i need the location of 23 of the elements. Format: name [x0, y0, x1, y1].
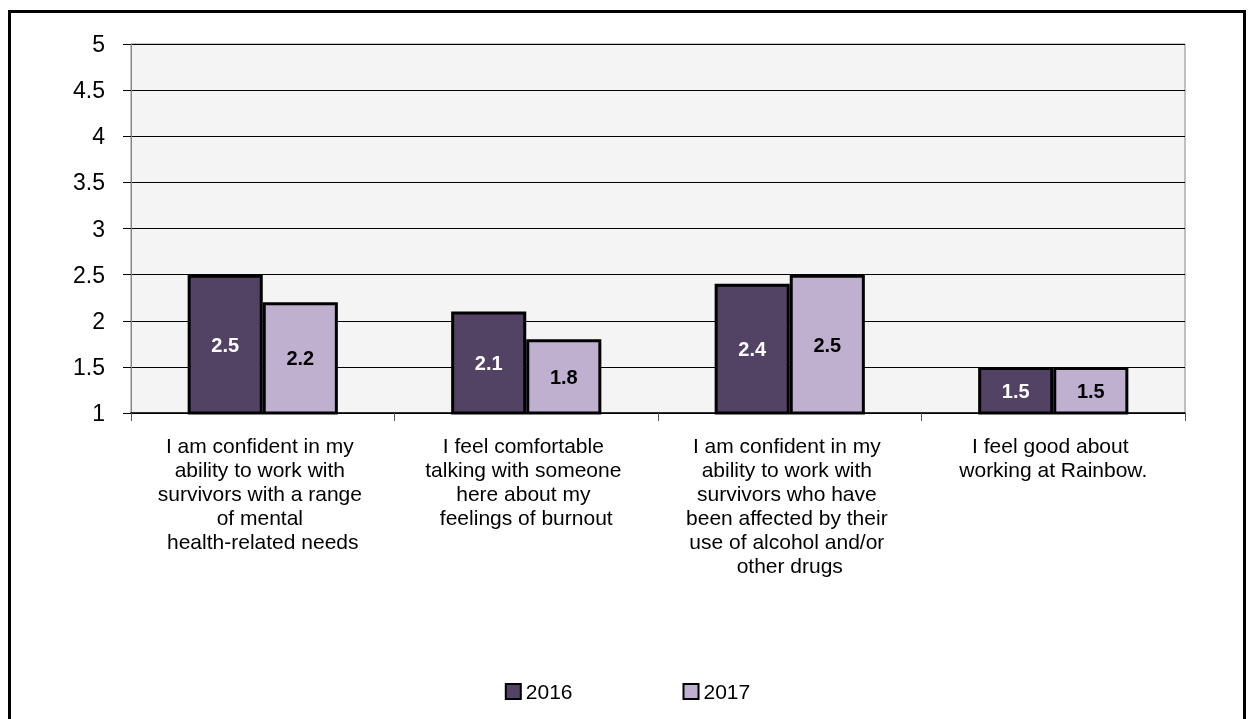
data-label: 2.5 [211, 333, 240, 356]
data-label: 1.5 [1001, 379, 1030, 402]
y-tick-label: 4 [92, 123, 106, 150]
legend-label: 2017 [703, 680, 751, 703]
x-tick-label: I feel comfortable talking with someone here about my feelings of burnout [425, 433, 628, 529]
y-tick-label: 1.5 [73, 353, 105, 380]
x-tick-label: I am confident in my ability to work with survivors who have been affected by their use of alcohol and/or other drugs [686, 433, 894, 577]
data-label: 2.5 [813, 333, 842, 356]
data-label: 2.1 [474, 352, 503, 375]
y-tick-label: 2.5 [73, 261, 105, 288]
x-tick-label: I am confident in my ability to work with survivors with a range of mental health-related needs [157, 433, 368, 553]
data-label: 2.2 [286, 347, 315, 370]
y-tick-label: 3 [92, 215, 105, 242]
y-tick-label: 5 [92, 31, 105, 57]
data-label: 1.5 [1076, 379, 1105, 402]
x-tick-label: I feel good about working at Rainbow. [958, 433, 1148, 481]
y-tick-label: 4.5 [73, 77, 105, 104]
y-tick-label: 3.5 [73, 169, 105, 196]
legend-label: 2016 [525, 680, 573, 703]
y-tick-label: 2 [92, 307, 105, 334]
data-label: 2.4 [738, 338, 767, 361]
y-tick-label: 1 [92, 400, 105, 426]
data-label: 1.8 [549, 365, 578, 388]
